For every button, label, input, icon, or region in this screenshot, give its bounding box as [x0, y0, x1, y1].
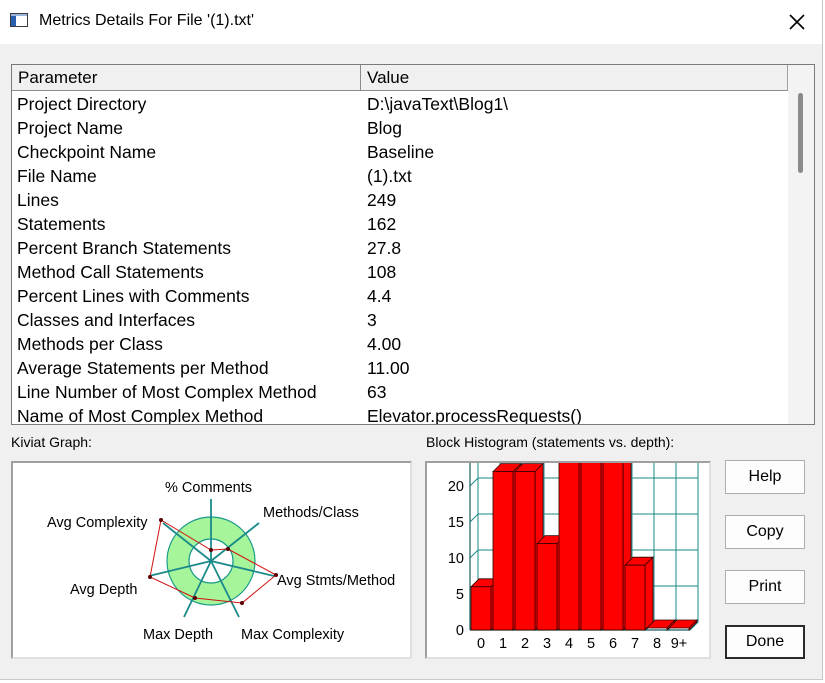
list-row[interactable]: Line Number of Most Complex Method 63: [12, 381, 788, 405]
list-row[interactable]: File Name (1).txt: [12, 165, 788, 189]
histogram-y-tick-label: 0: [456, 623, 464, 639]
parameter-cell: Average Statements per Method: [17, 358, 269, 378]
value-cell: (1).txt: [367, 166, 412, 186]
histogram-bars: [470, 405, 698, 631]
parameter-cell: Name of Most Complex Method: [17, 406, 264, 425]
list-row[interactable]: Percent Branch Statements 27.8: [12, 237, 788, 261]
parameter-cell: File Name: [17, 166, 97, 186]
histogram-x-tick-label: 7: [631, 636, 639, 652]
list-row[interactable]: Average Statements per Method 11.00: [12, 357, 788, 381]
kiviat-graph-panel: % Comments Methods/Class Avg Stmts/Metho…: [11, 461, 412, 659]
histogram-x-tick-label: 0: [477, 636, 485, 652]
block-histogram-label: Block Histogram (statements vs. depth):: [426, 434, 675, 450]
value-cell: 4.4: [367, 286, 392, 306]
kiviat-axis-label: Avg Stmts/Method: [277, 573, 395, 589]
value-cell: 4.00: [367, 334, 402, 354]
parameter-cell: Lines: [17, 190, 59, 210]
histogram-x-tick-label: 4: [565, 636, 573, 652]
column-header-value[interactable]: Value: [361, 65, 788, 90]
list-row[interactable]: Percent Lines with Comments 4.4: [12, 285, 788, 309]
histogram-x-tick-label: 1: [499, 636, 507, 652]
close-icon[interactable]: [788, 13, 806, 31]
histogram-y-ticks: 051015202530: [448, 407, 464, 639]
parameter-cell: Methods per Class: [17, 334, 163, 354]
kiviat-graph-label: Kiviat Graph:: [11, 434, 92, 450]
title-bar: Metrics Details For File '(1).txt': [0, 0, 822, 44]
value-cell: 11.00: [367, 358, 410, 378]
histogram-y-tick-label: 15: [448, 515, 464, 531]
list-rows: Project Directory D:\javaText\Blog1\ Proj…: [12, 93, 788, 425]
histogram-y-tick-label: 5: [456, 587, 464, 603]
list-row[interactable]: Classes and Interfaces 3: [12, 309, 788, 333]
value-cell: 27.8: [367, 238, 402, 258]
histogram-x-tick-label: 6: [609, 636, 617, 652]
list-row[interactable]: Method Call Statements 108: [12, 261, 788, 285]
list-header: Parameter Value: [12, 65, 788, 91]
close-button[interactable]: [772, 0, 822, 44]
scrollbar-thumb[interactable]: [798, 93, 803, 173]
kiviat-axes: [148, 499, 275, 618]
parameter-cell: Method Call Statements: [17, 262, 204, 282]
metrics-list[interactable]: Parameter Value Project Directory D:\java…: [11, 64, 815, 425]
value-cell: 249: [367, 190, 397, 210]
parameter-cell: Project Name: [17, 118, 124, 138]
histogram-x-tick-label: 5: [587, 636, 595, 652]
parameter-cell: Percent Lines with Comments: [17, 286, 250, 306]
histogram-bar: [624, 556, 654, 631]
column-header-parameter[interactable]: Parameter: [12, 65, 361, 90]
done-button[interactable]: Done: [725, 625, 805, 659]
histogram-x-ticks: 0 1 2 3 4 5 6 7 8 9+: [477, 636, 687, 652]
list-row[interactable]: Project Directory D:\javaText\Blog1\: [12, 93, 788, 117]
vertical-scrollbar[interactable]: [788, 65, 814, 424]
kiviat-axis-label: Max Depth: [143, 627, 213, 643]
parameter-cell: Project Directory: [17, 94, 147, 114]
help-button[interactable]: Help: [725, 460, 805, 494]
kiviat-graph: % Comments Methods/Class Avg Stmts/Metho…: [47, 480, 395, 643]
histogram-x-tick-label: 3: [543, 636, 551, 652]
list-row[interactable]: Lines 249: [12, 189, 788, 213]
histogram-y-tick-label: 20: [448, 479, 464, 495]
list-row[interactable]: Methods per Class 4.00: [12, 333, 788, 357]
histogram-x-tick-label: 9+: [671, 636, 688, 652]
value-cell: Elevator.processRequests(): [367, 406, 582, 425]
kiviat-axis-label: Methods/Class: [263, 505, 359, 521]
parameter-cell: Checkpoint Name: [17, 142, 157, 162]
value-cell: 108: [367, 262, 397, 282]
histogram-x-tick-label: 2: [521, 636, 529, 652]
kiviat-axis-label: % Comments: [165, 480, 252, 496]
value-cell: 162: [367, 214, 397, 234]
value-cell: 3: [367, 310, 377, 330]
kiviat-axis-label: Avg Depth: [70, 582, 137, 598]
list-row[interactable]: Checkpoint Name Baseline: [12, 141, 788, 165]
parameter-cell: Classes and Interfaces: [17, 310, 196, 330]
kiviat-points: [148, 518, 278, 605]
kiviat-metric-polygon: [149, 519, 277, 604]
histogram-bar: [668, 619, 698, 631]
list-row[interactable]: Project Name Blog: [12, 117, 788, 141]
parameter-cell: Statements: [17, 214, 106, 234]
histogram-x-tick-label: 8: [653, 636, 661, 652]
value-cell: D:\javaText\Blog1\: [367, 94, 509, 114]
list-row[interactable]: Name of Most Complex Method Elevator.proc…: [12, 405, 788, 425]
list-row[interactable]: Statements 162: [12, 213, 788, 237]
kiviat-axis-label: Max Complexity: [241, 627, 345, 643]
copy-button[interactable]: Copy: [725, 515, 805, 549]
app-window-icon: [10, 13, 28, 27]
print-button[interactable]: Print: [725, 570, 805, 604]
value-cell: Blog: [367, 118, 403, 138]
kiviat-axis-label: Avg Complexity: [47, 515, 148, 531]
value-cell: Baseline: [367, 142, 435, 162]
parameter-cell: Line Number of Most Complex Method: [17, 382, 317, 402]
histogram-y-tick-label: 10: [448, 551, 464, 567]
parameter-cell: Percent Branch Statements: [17, 238, 231, 258]
value-cell: 63: [367, 382, 387, 402]
window-title: Metrics Details For File '(1).txt': [39, 12, 255, 29]
